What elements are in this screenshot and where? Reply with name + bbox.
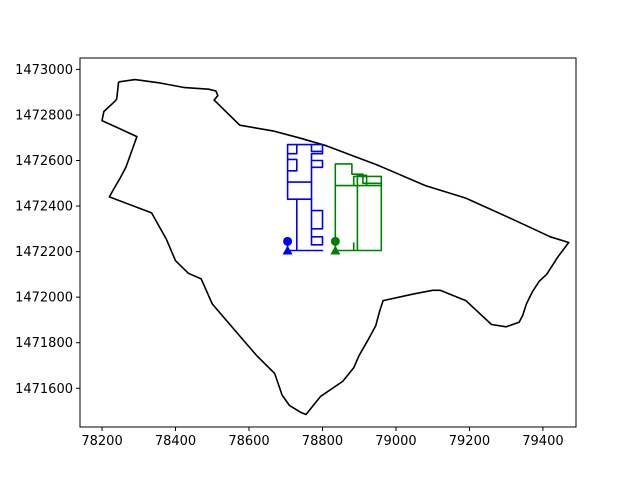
x-tick-label: 78200 xyxy=(81,434,122,449)
axes: 78200 78400 78600 78800 79000 79200 79400 14716… xyxy=(15,57,577,449)
y-tick-label: 1472400 xyxy=(15,200,73,215)
y-tick-label: 1472600 xyxy=(15,154,73,169)
plot-area xyxy=(101,78,570,416)
series-1-path xyxy=(286,143,324,252)
boundary-line xyxy=(101,78,570,416)
x-tick-label: 79400 xyxy=(522,434,563,449)
y-tick-label: 1471600 xyxy=(15,382,73,397)
x-tick-label: 79200 xyxy=(449,434,490,449)
x-tick-label: 78600 xyxy=(228,434,269,449)
x-tick-label: 79000 xyxy=(375,434,416,449)
series-1-circle-marker xyxy=(283,236,293,246)
y-tick-label: 1472200 xyxy=(15,245,73,260)
axes-frame xyxy=(79,57,577,428)
y-tick-label: 1472800 xyxy=(15,108,73,123)
series-1-triangle-marker xyxy=(282,245,293,255)
series-2-triangle-marker xyxy=(330,245,341,255)
x-tick-label: 78400 xyxy=(155,434,196,449)
y-tick-label: 1471800 xyxy=(15,336,73,351)
y-tick-label: 1473000 xyxy=(15,63,73,78)
y-tick-label: 1472000 xyxy=(15,291,73,306)
series-2-circle-marker xyxy=(330,236,340,246)
x-tick-label: 78800 xyxy=(302,434,343,449)
